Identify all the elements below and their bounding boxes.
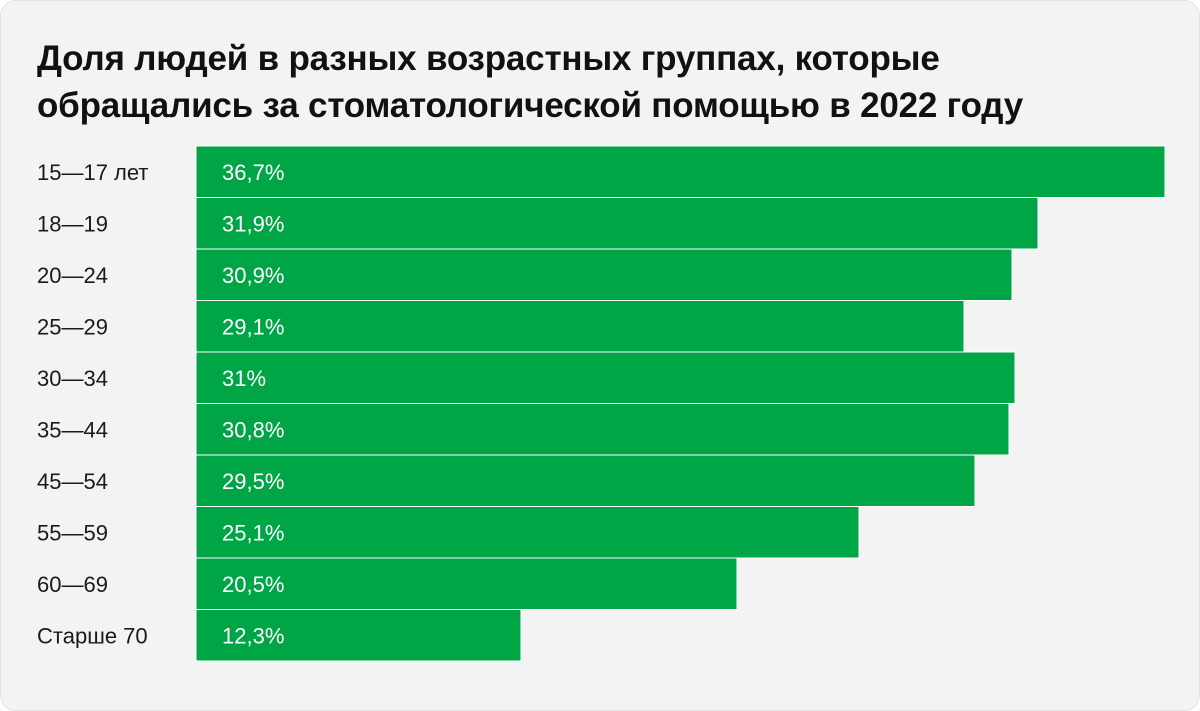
category-label: 20—24 (37, 263, 108, 288)
value-label: 20,5% (222, 572, 284, 597)
bar-9 (195, 609, 522, 662)
category-label: 60—69 (37, 572, 108, 597)
bar-7 (195, 506, 860, 559)
bar-5 (195, 403, 1010, 456)
category-label: 18—19 (37, 211, 108, 236)
category-label: 15—17 лет (37, 160, 148, 185)
value-label: 31,9% (222, 211, 284, 236)
value-label: 29,1% (222, 314, 284, 339)
value-label: 30,9% (222, 263, 284, 288)
value-label: 36,7% (222, 160, 284, 185)
category-label: 55—59 (37, 520, 108, 545)
category-label: 25—29 (37, 314, 108, 339)
value-label: 29,5% (222, 469, 284, 494)
category-label: 30—34 (37, 366, 108, 391)
bar-3 (195, 300, 965, 353)
category-label: 35—44 (37, 417, 108, 442)
bar-6 (195, 454, 976, 507)
value-label: 30,8% (222, 417, 284, 442)
bar-4 (195, 351, 1016, 404)
category-label: 45—54 (37, 469, 108, 494)
bar-1 (195, 197, 1039, 250)
chart-title: Доля людей в разных возрастных группах, … (37, 39, 1024, 125)
bar-2 (195, 248, 1013, 301)
value-label: 12,3% (222, 623, 284, 648)
category-label: Старше 70 (37, 623, 148, 648)
value-label: 31% (222, 366, 266, 391)
value-label: 25,1% (222, 520, 284, 545)
bar-0 (195, 145, 1166, 198)
